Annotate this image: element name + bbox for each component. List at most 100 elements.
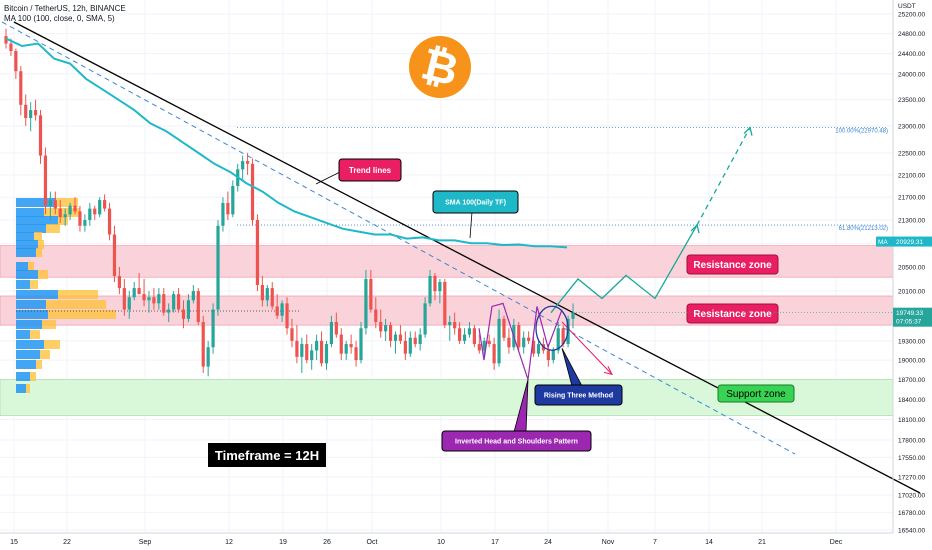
trend-lines-callout-label: Trend lines	[349, 166, 392, 175]
x-tick-label: Nov	[602, 539, 615, 546]
candle-body	[260, 285, 264, 301]
x-tick-label: 7	[653, 539, 657, 546]
volume-profile-bar	[46, 224, 60, 233]
sma-note-pointer	[469, 211, 473, 239]
resistance-upper-callout-box	[686, 254, 779, 275]
candle-body	[527, 337, 531, 341]
candle-body	[117, 275, 121, 289]
time-axis[interactable]: 15 22 Sep 12 19 26 Oct 10 17 24 Nov 7 14 21 Dec	[0, 532, 893, 546]
timeframe-label: Timeframe = 12H	[215, 448, 319, 463]
candle-body	[339, 334, 343, 354]
volume-profile-bar	[16, 330, 30, 339]
volume-profile-bar	[44, 208, 80, 217]
candle-body	[33, 110, 38, 116]
x-tick-label: Oct	[367, 539, 378, 546]
x-tick-label: 14	[705, 539, 713, 546]
projection-arrowhead	[743, 126, 753, 136]
trend-lines-pointer	[315, 171, 341, 185]
candle-body	[122, 288, 126, 310]
candle-body	[68, 205, 72, 215]
candle-body	[48, 200, 52, 206]
volume-profile-bar	[28, 262, 34, 271]
support-callout-label: Support zone	[726, 389, 786, 400]
fib-level-label: 100.00%(22970.48)	[835, 129, 888, 135]
x-tick-label: 21	[758, 539, 766, 546]
candle-body	[408, 337, 412, 354]
candle-body	[24, 104, 28, 118]
bitcoin-logo-circle	[409, 36, 471, 98]
sma-100-polyline	[5, 37, 568, 249]
candle-body	[142, 294, 146, 301]
volume-profile-bar	[36, 248, 42, 257]
ma-price-marker	[876, 236, 932, 247]
candle-body	[472, 328, 476, 345]
resistance-lower-callout-box	[686, 303, 779, 324]
candle-body	[349, 344, 353, 348]
candle-body	[107, 208, 112, 235]
candle-body	[280, 303, 284, 316]
volume-profile-bar	[16, 300, 46, 309]
y-tick-label: 23000.00	[898, 123, 925, 130]
volume-profile-bar	[44, 340, 60, 349]
volume-profile	[16, 198, 300, 393]
candle-body	[290, 328, 294, 341]
candle-body	[255, 220, 260, 286]
candle-body	[305, 344, 309, 361]
candle-body	[295, 340, 299, 357]
projection-arrowhead	[690, 223, 700, 234]
candle-body	[482, 340, 486, 351]
volume-profile-bar	[40, 350, 50, 359]
candle-body	[310, 350, 314, 361]
quote-currency-label: USDT	[898, 3, 916, 10]
candle-body	[157, 294, 161, 304]
candle-body	[78, 211, 82, 226]
rising-three-callout-label: Rising Three Method	[544, 392, 613, 399]
candle-body	[556, 328, 560, 351]
bearish-arrowhead	[603, 366, 613, 376]
volume-profile-bar	[16, 216, 58, 225]
candle-body	[319, 340, 324, 364]
candle-body	[152, 297, 156, 304]
ihs-callout-box	[441, 430, 592, 452]
candle-body	[58, 208, 62, 218]
indicator-legend[interactable]: MA 100 (100, close, 0, SMA, 5)	[4, 14, 115, 23]
candle-body	[29, 110, 33, 118]
x-tick-label: Sep	[139, 539, 152, 546]
y-tick-label: 24400.00	[898, 51, 925, 58]
ihs-pattern-line	[478, 302, 563, 380]
volume-profile-bar	[16, 372, 30, 381]
candle-body	[226, 202, 230, 215]
candle-body	[73, 205, 77, 212]
volume-profile-bar	[16, 290, 58, 299]
candle-body	[551, 350, 555, 361]
candle-body	[492, 344, 496, 364]
candle-body	[176, 294, 181, 310]
resistance-upper-callout-label: Resistance zone	[693, 260, 772, 271]
candle-body	[369, 278, 373, 310]
y-tick-label: 23500.00	[898, 97, 925, 104]
candle-body	[265, 288, 269, 301]
candle-body	[433, 275, 437, 292]
volume-profile-bar	[42, 320, 56, 329]
candle-body	[448, 321, 452, 326]
timeframe-box	[208, 443, 326, 467]
ihs-callout-label: Inverted Head and Shoulders Pattern	[455, 438, 578, 445]
candle-body	[571, 312, 575, 319]
y-tick-label: 19300.00	[898, 338, 925, 345]
volume-profile-bar	[58, 290, 98, 299]
volume-profile-bar	[16, 360, 36, 369]
candle-body	[270, 288, 274, 307]
price-axis[interactable]: 25200.00 24800.00 24400.00 24000.00 23500.00…	[573, 0, 932, 535]
candle-body	[462, 334, 467, 341]
candle-body	[374, 309, 378, 322]
candle-body	[211, 309, 215, 348]
volume-profile-bar	[16, 270, 38, 279]
volume-profile-bar	[16, 280, 30, 289]
bearish-projection	[561, 321, 613, 375]
y-tick-label: 18100.00	[898, 417, 925, 424]
bitcoin-logo-icon: ₿	[409, 36, 471, 98]
candle-body	[245, 161, 250, 164]
candle-body	[546, 350, 550, 361]
